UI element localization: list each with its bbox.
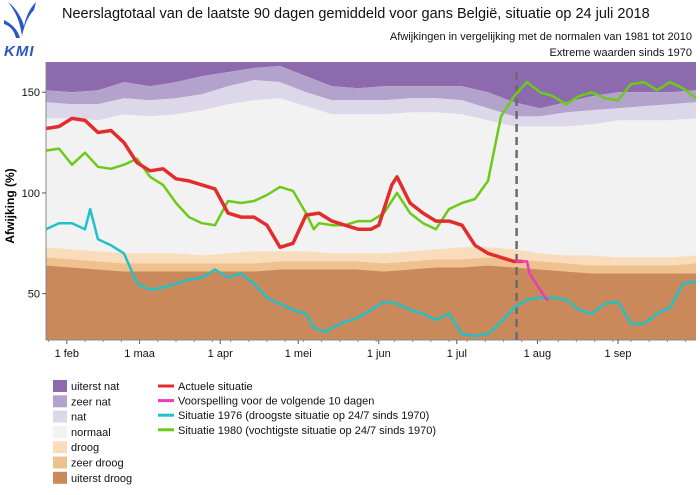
chart-subtitle-1: Afwijkingen in vergelijking met de norma… <box>390 31 692 43</box>
x-tick-label: 1 sep <box>605 348 632 360</box>
x-tick-label: 1 jun <box>367 348 391 360</box>
legend-label-nat: nat <box>71 412 86 424</box>
band-zeer-droog <box>46 257 696 274</box>
x-tick-label: 1 apr <box>208 348 233 360</box>
kmi-logo: KMI <box>4 2 36 60</box>
legend-swatch-normaal <box>53 425 67 438</box>
legend-label-actuele-situatie: Actuele situatie <box>178 381 253 393</box>
legend-label-uiterst-nat: uiterst nat <box>71 381 119 393</box>
x-tick-label: 1 feb <box>55 348 79 360</box>
series-1976 <box>46 207 696 338</box>
legend-label-1980: Situatie 1980 (vochtigste situatie op 24… <box>178 425 436 437</box>
legend-label-zeer-nat: zeer nat <box>71 396 111 408</box>
legend-label-voorspelling: Voorspelling voor de volgende 10 dagen <box>178 396 374 408</box>
series-actuele-situatie <box>46 116 524 264</box>
y-tick-label: 100 <box>22 188 40 200</box>
series-voorspelling <box>515 260 550 301</box>
kmi-logo-mark <box>8 2 36 36</box>
legend-swatch-zeer-nat <box>53 395 67 408</box>
legend-swatch-nat <box>53 410 67 423</box>
x-tick-label: 1 maa <box>124 348 155 360</box>
chart-subtitle-2: Extreme waarden sinds 1970 <box>550 47 692 59</box>
band-nat <box>46 80 696 127</box>
band-zeer-nat <box>46 66 696 117</box>
y-tick-label: 150 <box>22 87 40 99</box>
legend-label-normaal: normaal <box>71 427 111 439</box>
x-tick-label: 1 jul <box>447 348 467 360</box>
legend-label-1976: Situatie 1976 (droogste situatie op 24/7… <box>178 410 429 422</box>
legend-label-uiterst-droog: uiterst droog <box>71 473 132 485</box>
legend-swatch-uiterst-droog <box>53 471 67 484</box>
x-tick-label: 1 aug <box>524 348 552 360</box>
legend: uiterst nat zeer nat nat normaal droog zeer d… <box>53 380 436 485</box>
axes: 50 100 150 1 feb 1 maa 1 apr 1 mei 1 jun 1 jul 1 … <box>22 62 696 360</box>
legend-swatch-uiterst-nat <box>53 380 67 392</box>
plot-area <box>46 62 696 340</box>
series-1980 <box>46 80 696 231</box>
y-axis-label: Afwijking (%) <box>3 168 17 243</box>
x-tick-label: 1 mei <box>285 348 312 360</box>
legend-label-zeer-droog: zeer droog <box>71 458 124 470</box>
y-tick-label: 50 <box>28 289 40 301</box>
chart-title: Neerslagtotaal van de laatste 90 dagen g… <box>62 6 650 22</box>
kmi-logo-text: KMI <box>4 43 35 60</box>
band-uiterst-droog <box>46 265 696 340</box>
band-droog <box>46 247 696 266</box>
band-uiterst-nat <box>46 62 696 109</box>
kmi-logo-wave <box>4 20 20 38</box>
legend-label-droog: droog <box>71 442 99 454</box>
band-normaal <box>46 98 696 258</box>
legend-swatch-droog <box>53 441 67 454</box>
legend-swatch-zeer-droog <box>53 456 67 469</box>
